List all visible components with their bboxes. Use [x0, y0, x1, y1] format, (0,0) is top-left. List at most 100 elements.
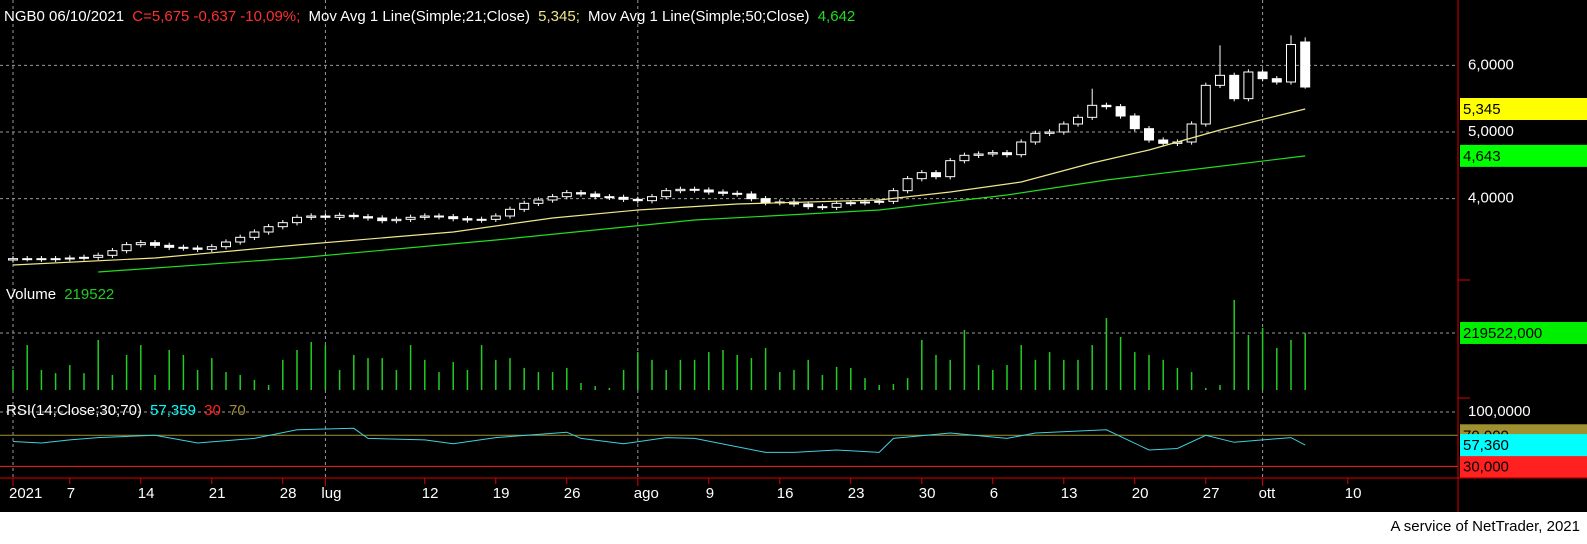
candle-body — [249, 231, 260, 238]
x-tick-label: 12 — [422, 485, 439, 502]
candle-body — [902, 178, 913, 192]
candle-body — [277, 222, 288, 228]
legend-name: Mov Avg 1 Line(Simple;21;Close) — [308, 8, 530, 25]
candle-body — [817, 206, 828, 209]
legend-value: 5,345; — [538, 8, 580, 25]
header: NGB0 06/10/2021 C=5,675 -0,637 -10,09%; … — [4, 8, 855, 25]
x-tick-label: 9 — [706, 485, 714, 502]
x-tick-label: ago — [634, 485, 659, 502]
candle-body — [391, 218, 402, 222]
volume-value: 219522 — [64, 286, 114, 303]
candle-body — [1257, 71, 1268, 80]
axis-badge-label: 30,000 — [1463, 458, 1509, 475]
candle-body — [945, 160, 956, 178]
candle-body — [618, 196, 629, 200]
x-tick-label: 16 — [777, 485, 794, 502]
candle-body — [1002, 152, 1012, 156]
x-tick-label: 13 — [1061, 485, 1078, 502]
candle-body — [831, 202, 842, 208]
moving-average — [98, 155, 1306, 273]
candle-body — [462, 218, 473, 221]
candle-body — [490, 215, 501, 220]
candle-body — [1016, 141, 1027, 156]
candle-body — [306, 215, 317, 218]
candle-body — [561, 192, 572, 198]
candle-body — [79, 256, 89, 259]
axis-badge-label: 4,643 — [1463, 148, 1501, 165]
candle-body — [1129, 115, 1140, 130]
candle-body — [263, 226, 274, 233]
candle-body — [1101, 104, 1112, 108]
candle-body — [36, 258, 47, 261]
candle-body — [689, 188, 700, 191]
footer: A service of NetTrader, 2021 — [1390, 518, 1580, 535]
x-tick-label: 28 — [280, 485, 297, 502]
rsi-name: RSI(14;Close;30;70) — [6, 402, 142, 419]
axis-badge-label: 57,360 — [1463, 437, 1509, 454]
candle-body — [703, 189, 714, 193]
legend-value: 4,642 — [818, 8, 856, 25]
candle-body — [476, 218, 487, 221]
symbol: NGB0 06/10/2021 — [4, 8, 124, 25]
candle-body — [348, 214, 359, 218]
rsi-line — [12, 427, 1306, 453]
candle-body — [292, 216, 302, 224]
candle-body — [64, 257, 75, 260]
candle-body — [135, 242, 146, 246]
candle-body — [888, 190, 899, 202]
candle-body — [1229, 74, 1240, 100]
candle-body — [874, 200, 885, 203]
candle-body — [803, 203, 814, 208]
candle-body — [1087, 104, 1098, 118]
axis-badge-label: 219522,000 — [1463, 325, 1542, 342]
candle-body — [121, 244, 132, 252]
axis-badge — [1460, 321, 1587, 344]
candle-body — [760, 198, 771, 204]
candle-body — [732, 192, 743, 195]
candle-body — [661, 190, 672, 198]
candle-body — [1186, 123, 1197, 143]
axis-badge — [1460, 455, 1587, 478]
rsi-level: 70 — [229, 402, 246, 419]
y-tick-label: 6,0000 — [1468, 56, 1514, 73]
candle-body — [164, 244, 175, 248]
candle-body — [1286, 44, 1296, 83]
candle-body — [505, 208, 515, 217]
x-tick-label: 26 — [564, 485, 581, 502]
candle-body — [1073, 116, 1083, 125]
candle-body — [1215, 74, 1225, 86]
axis-badge — [1460, 98, 1587, 120]
candle-body — [107, 250, 118, 256]
candle-body — [746, 193, 757, 200]
candle-body — [959, 154, 970, 162]
candle-body — [860, 201, 870, 204]
candle-body — [1158, 139, 1169, 144]
candle-body — [1030, 132, 1041, 143]
rsi-level: 30 — [204, 402, 221, 419]
candle-body — [1271, 78, 1282, 83]
candle-body — [1243, 71, 1254, 100]
candle-body — [334, 214, 345, 218]
candle-body — [675, 188, 686, 192]
candle-body — [206, 246, 217, 250]
candle-body — [718, 191, 728, 194]
candle-body — [1300, 41, 1311, 88]
candle-body — [576, 192, 586, 195]
candle-body — [1200, 84, 1211, 125]
volume-label: Volume 219522 — [6, 286, 114, 303]
quote: C=5,675 -0,637 -10,09%; — [132, 8, 300, 25]
x-tick-label: 23 — [848, 485, 865, 502]
candle-body — [22, 258, 33, 261]
rsi-label: RSI(14;Close;30;70) 57,359 30 70 — [6, 402, 246, 419]
x-tick-label: ott — [1259, 485, 1277, 502]
x-tick-label: 27 — [1203, 485, 1220, 502]
volume-name: Volume — [6, 286, 56, 303]
candle-body — [547, 196, 558, 201]
x-tick-label: 21 — [209, 485, 226, 502]
rsi-value: 57,359 — [150, 402, 196, 419]
candle-body — [50, 258, 61, 261]
candle-body — [845, 202, 856, 205]
